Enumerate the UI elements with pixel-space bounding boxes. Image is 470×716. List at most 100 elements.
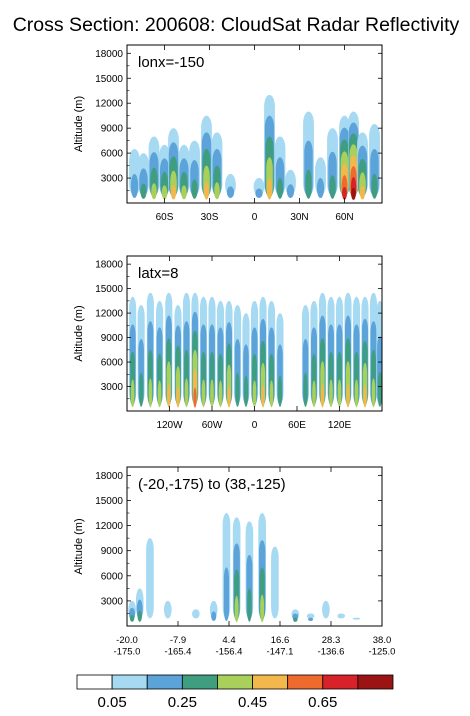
x-tick-label: 60N	[335, 212, 353, 223]
cloud-column-21	[369, 124, 380, 199]
colorbar-swatch	[252, 674, 289, 690]
contour-level-2	[308, 617, 314, 621]
cloud-column-15	[337, 613, 346, 619]
contour-level-4	[354, 379, 359, 408]
y-tick-label: 12000	[95, 309, 123, 320]
plot-frame	[126, 466, 383, 627]
contour-level-5	[320, 384, 325, 408]
colorbar-label: 0.45	[238, 694, 267, 711]
contour-level-3	[305, 169, 312, 199]
x-tick-label: 16.6	[271, 635, 290, 646]
contour-level-2	[211, 611, 217, 621]
contour-level-4	[210, 379, 214, 408]
cloud-column-14	[285, 169, 296, 199]
x-tick-label: 60S	[156, 212, 174, 223]
contour-level-3	[247, 588, 252, 622]
cloud-column-14	[322, 600, 330, 619]
cloud-column-15	[250, 300, 259, 408]
cloud-column-6	[209, 600, 218, 621]
cloud-column-13	[306, 613, 315, 621]
cloud-column-5	[192, 609, 200, 619]
contour-level-1	[322, 600, 330, 619]
x-tick-label: -156.4	[216, 647, 243, 658]
cloud-column-19	[301, 304, 310, 407]
contour-level-3	[191, 179, 198, 199]
contour-level-3	[377, 371, 382, 407]
y-tick-label: 9000	[101, 546, 124, 557]
cloud-column-3	[146, 292, 154, 408]
contour-level-2	[316, 178, 325, 199]
panel-1: lonx=-150 3000 6000 9000 12000 15000 18000 Alti…	[73, 44, 383, 223]
colorbar-label: 0.65	[308, 694, 337, 711]
x-tick-label: 0	[252, 420, 258, 431]
cloud-column-4	[163, 600, 172, 619]
cloud-column-11	[216, 300, 225, 408]
contour-level-4	[234, 595, 239, 623]
panel-annotation: latx=8	[138, 265, 178, 282]
contour-level-5	[176, 386, 180, 408]
contour-level-4	[148, 378, 153, 408]
y-tick-label: 15000	[95, 74, 123, 85]
contour-level-3	[129, 614, 135, 622]
contour-level-4	[218, 380, 223, 408]
contour-level-4	[130, 379, 135, 408]
cloud-column-25	[352, 296, 361, 408]
x-tick-label: -165.4	[165, 647, 192, 658]
cloud-column-8	[201, 115, 212, 200]
panel-annotation: (-20,-175) to (38,-125)	[138, 476, 286, 493]
y-tick-label: 9000	[101, 333, 124, 344]
contour-level-5	[359, 185, 366, 200]
cloud-column-7	[182, 292, 191, 408]
cloud-column-13	[274, 136, 286, 199]
y-tick-label: 6000	[101, 149, 124, 160]
contour-level-5	[261, 384, 265, 408]
figure-title: Cross Section: 200608: CloudSat Radar Re…	[13, 14, 460, 36]
x-tick-label: 120W	[156, 420, 183, 431]
y-tick-label: 12000	[95, 99, 123, 110]
cloud-column-26	[361, 296, 369, 408]
colorbar-swatch	[357, 674, 394, 690]
contour-level-8	[351, 187, 356, 200]
cloud-column-19	[348, 111, 359, 200]
contour-level-3	[276, 178, 284, 199]
contour-level-7	[342, 186, 347, 200]
x-tick-label: -125.0	[369, 647, 396, 658]
colorbar-label: 0.25	[168, 694, 197, 711]
x-tick-label: 30N	[290, 212, 308, 223]
cloud-column-16	[259, 296, 267, 408]
contour-level-4	[312, 380, 316, 408]
cloud-column-17	[267, 300, 276, 408]
cloud-column-17	[327, 128, 338, 199]
cloud-column-10	[225, 173, 236, 199]
contour-level-3	[371, 173, 378, 199]
colorbar-swatch	[287, 674, 324, 690]
reflectivity-field	[128, 513, 361, 623]
contour-level-3	[329, 175, 336, 199]
x-tick-label: 120E	[328, 420, 352, 431]
contour-level-4	[184, 378, 189, 408]
reflectivity-field	[129, 94, 380, 200]
cloud-column-22	[327, 296, 335, 408]
cloud-column-2	[138, 153, 149, 199]
contour-level-1	[271, 546, 279, 619]
x-tick-label: 30S	[201, 212, 219, 223]
y-axis-label: Altitude (m)	[73, 96, 85, 152]
plot-area	[127, 467, 382, 626]
cloud-column-3	[148, 136, 160, 200]
cloud-column-6	[174, 304, 182, 408]
x-tick-label: 0	[252, 212, 258, 223]
contour-level-4	[157, 380, 162, 408]
colorbar: 0.05 0.25 0.45 0.65	[76, 674, 394, 711]
panel-2: latx=8 3000 6000 9000 12000 15000 18000 Altitud…	[73, 255, 383, 431]
cloud-column-23	[335, 296, 344, 408]
x-tick-label: 38.0	[373, 635, 392, 646]
contour-level-1	[352, 617, 361, 620]
contour-level-4	[201, 379, 206, 408]
cloud-column-11	[253, 178, 265, 199]
cloud-column-18	[339, 115, 350, 200]
y-axis-label: Altitude (m)	[73, 305, 85, 361]
cloud-column-1	[128, 600, 136, 622]
colorbar-swatch	[217, 674, 253, 690]
colorbar-swatch	[322, 674, 359, 690]
